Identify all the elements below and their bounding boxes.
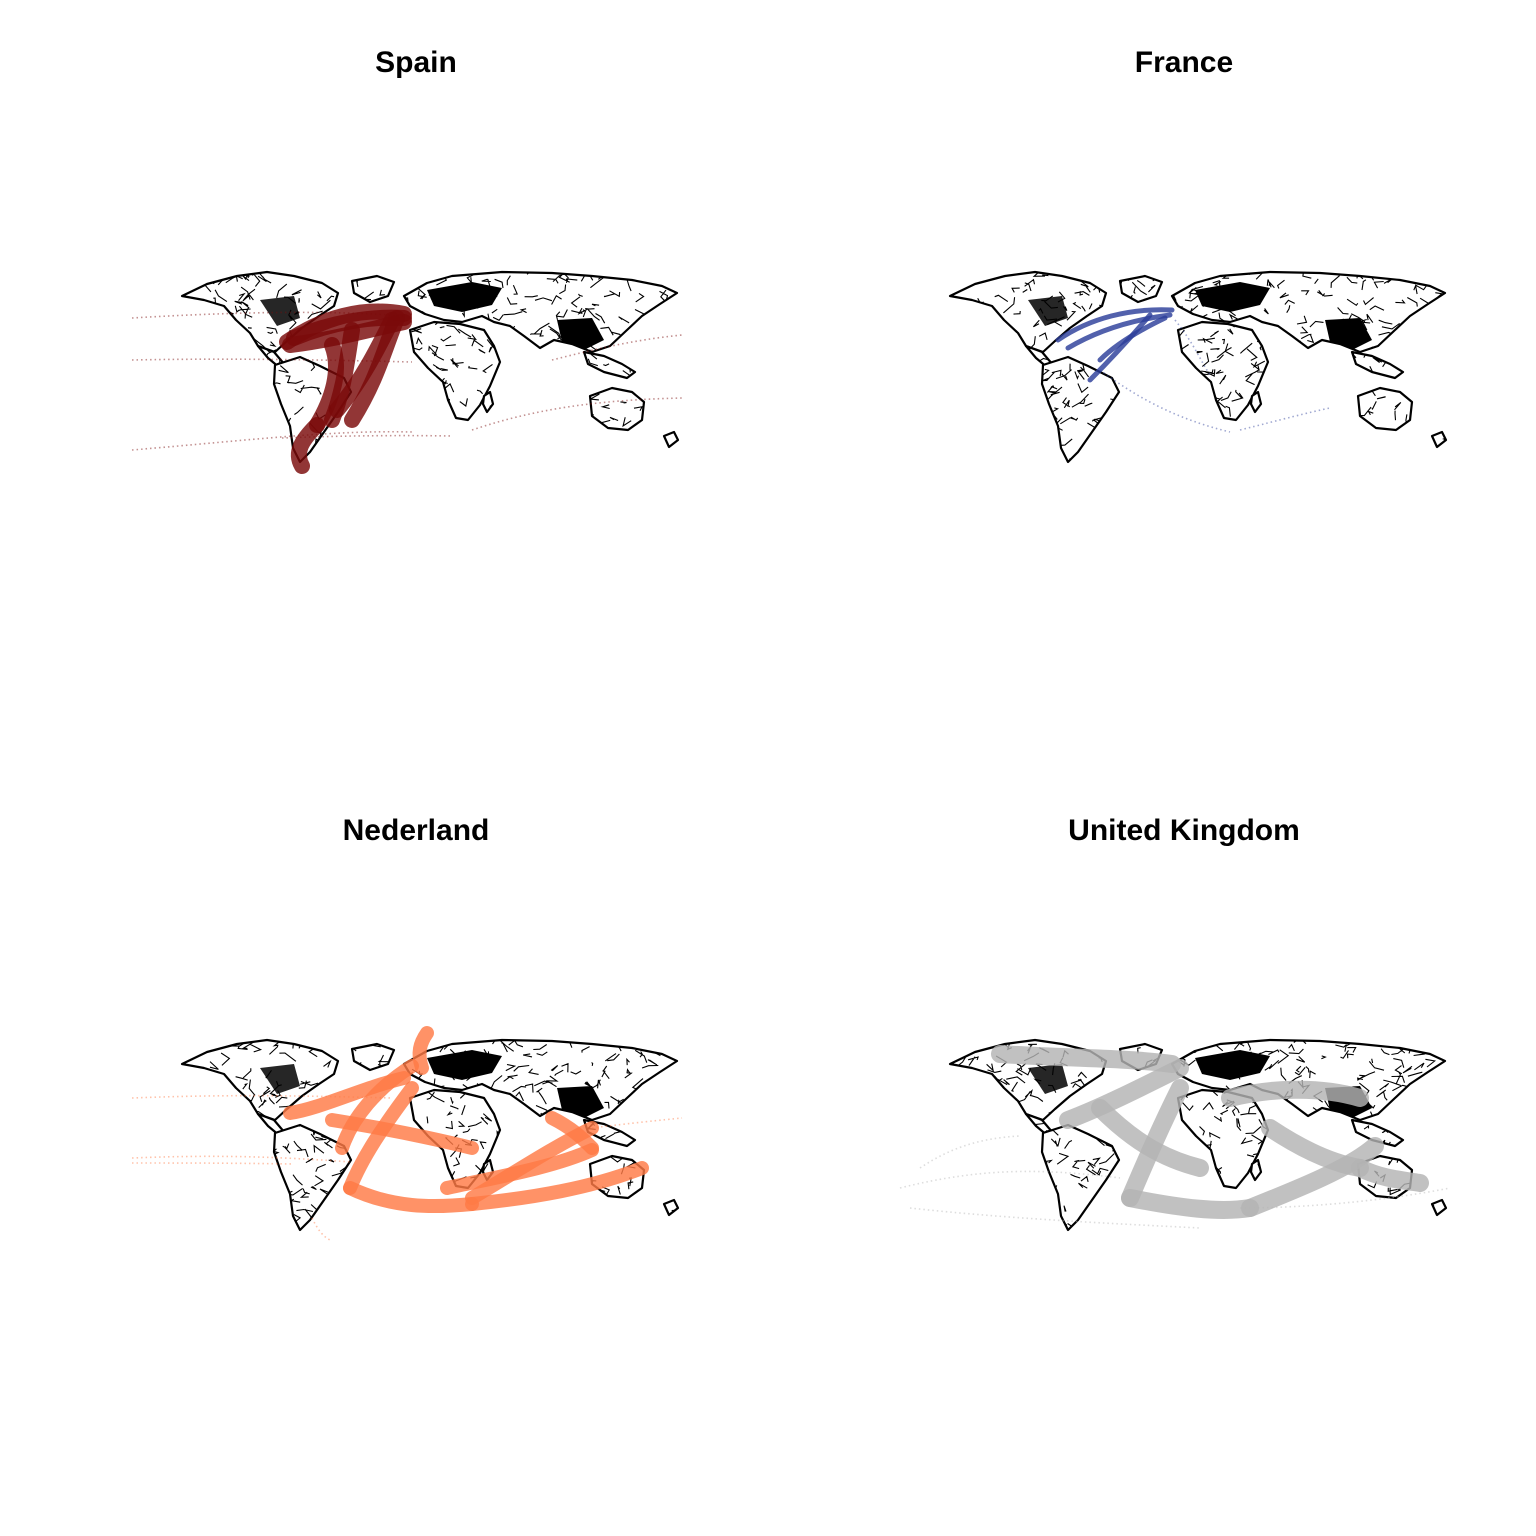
world-map-spain	[131, 270, 683, 474]
ship-routes	[131, 1026, 683, 1241]
dense-route	[545, 1111, 599, 1155]
landmass-madagascar	[1249, 1158, 1263, 1182]
panel-title: France	[1134, 46, 1234, 79]
dense-route	[1055, 307, 1175, 343]
faint-route	[471, 397, 683, 431]
dense-route	[343, 1181, 479, 1214]
landmass-greenland	[350, 274, 396, 304]
landmass-africa	[408, 320, 502, 422]
landmass-north-america	[948, 270, 1108, 354]
landmass-africa	[1176, 320, 1270, 422]
dense-route	[290, 417, 325, 474]
landmass-se-asia	[1350, 350, 1405, 380]
dense-route	[309, 337, 345, 433]
dense-route	[1121, 1189, 1259, 1219]
faint-route	[1239, 407, 1331, 431]
ship-routes	[899, 1045, 1451, 1229]
landmass-new-zealand	[1430, 1198, 1448, 1217]
panel-spain: Spain	[32, 0, 800, 768]
dense-route	[324, 322, 360, 428]
landmass-greenland	[350, 1042, 396, 1072]
dense-route	[325, 1113, 479, 1155]
panel-france: France	[800, 0, 1536, 768]
panel-title: Spain	[375, 46, 457, 79]
dense-route	[1091, 1099, 1209, 1177]
dense-route	[1241, 1137, 1384, 1217]
faint-route	[131, 430, 413, 451]
landmass-south-america	[1040, 1123, 1121, 1232]
landmass-australia	[588, 386, 646, 432]
landmass-australia	[1356, 386, 1414, 432]
faint-route	[311, 1217, 331, 1241]
landmass-south-america	[1040, 355, 1121, 464]
landmass-north-america	[180, 1038, 340, 1122]
faint-route	[919, 1135, 1021, 1169]
world-map-nederland	[131, 1026, 683, 1241]
dense-route	[991, 1045, 1181, 1073]
land-layer	[180, 270, 680, 464]
land-layer	[948, 270, 1448, 464]
dense-route	[440, 1143, 599, 1195]
faint-route	[1099, 369, 1231, 433]
dense-route	[1059, 1059, 1189, 1129]
ship-routes	[131, 303, 683, 474]
ship-routes	[1055, 307, 1331, 433]
landmass-new-zealand	[662, 430, 680, 449]
panel-nederland: Nederland	[32, 768, 800, 1536]
faint-route	[591, 1117, 683, 1129]
landmass-greenland	[1118, 274, 1164, 304]
dense-route	[283, 1071, 411, 1120]
panel-united-kingdom: United Kingdom	[800, 768, 1536, 1536]
dense-route	[1065, 312, 1173, 351]
world-map-france	[948, 270, 1448, 464]
faint-route	[551, 334, 683, 361]
dense-route	[412, 1026, 434, 1075]
dense-route	[344, 310, 405, 428]
dense-route	[1221, 1080, 1369, 1107]
dense-route	[1261, 1119, 1369, 1177]
landmass-new-zealand	[1430, 430, 1448, 449]
dense-route	[465, 1161, 649, 1211]
faint-route	[131, 1094, 393, 1099]
landmass-madagascar	[1249, 390, 1263, 414]
world-map-united-kingdom	[899, 1038, 1451, 1232]
dense-route	[1351, 1159, 1429, 1192]
faint-route	[131, 1162, 293, 1165]
dense-route	[1087, 312, 1153, 383]
dense-route	[343, 1081, 419, 1195]
dense-route	[279, 303, 412, 350]
landmass-new-zealand	[662, 1198, 680, 1217]
landmass-madagascar	[481, 390, 495, 414]
panel-title: Nederland	[342, 814, 490, 847]
landmass-se-asia	[1350, 1118, 1405, 1148]
panel-title: United Kingdom	[1068, 814, 1300, 847]
country-borders	[950, 272, 1446, 462]
